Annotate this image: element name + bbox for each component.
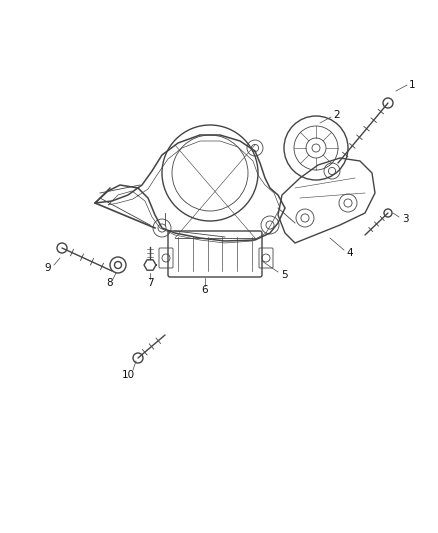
Text: 6: 6 bbox=[201, 285, 208, 295]
Text: 3: 3 bbox=[402, 214, 408, 224]
Text: 10: 10 bbox=[121, 370, 134, 380]
Text: 8: 8 bbox=[107, 278, 113, 288]
Text: 5: 5 bbox=[282, 270, 288, 280]
Text: 9: 9 bbox=[45, 263, 51, 273]
Text: 7: 7 bbox=[147, 278, 153, 288]
Text: 1: 1 bbox=[409, 80, 415, 90]
Text: 4: 4 bbox=[347, 248, 353, 258]
Text: 2: 2 bbox=[334, 110, 340, 120]
